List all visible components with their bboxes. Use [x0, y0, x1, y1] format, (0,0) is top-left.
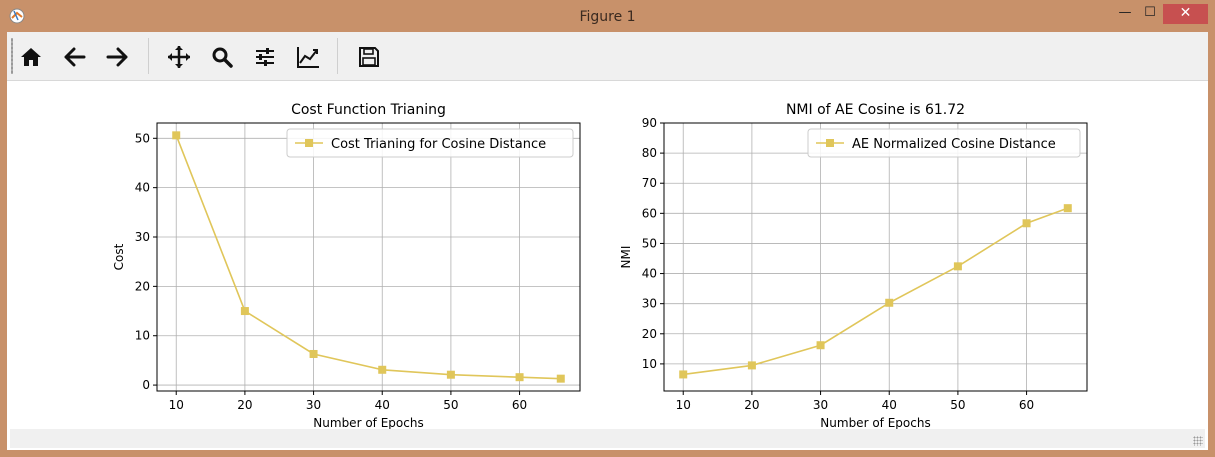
- x-tick-label: 60: [1019, 398, 1034, 412]
- series-line: [683, 207, 1069, 376]
- legend-box: [286, 128, 574, 158]
- zoom-button[interactable]: [205, 40, 239, 74]
- minimize-button[interactable]: —: [1118, 5, 1132, 20]
- legend-box: [807, 128, 1081, 158]
- legend-label: Cost Trianing for Cosine Distance: [331, 137, 546, 152]
- axes-frame: [663, 122, 1088, 392]
- customize-icon: [297, 47, 319, 68]
- legend-label: AE Normalized Cosine Distance: [852, 137, 1056, 152]
- y-tick-label: 20: [135, 279, 150, 293]
- y-tick-label: 30: [135, 230, 150, 244]
- title-bar[interactable]: Figure 1 — ☐ ✕: [0, 0, 1215, 32]
- home-button[interactable]: [14, 40, 48, 74]
- save-button[interactable]: [352, 40, 386, 74]
- y-tick-label: 10: [135, 329, 150, 343]
- legend-marker: [305, 139, 313, 147]
- y-axis-label: NMI: [619, 246, 633, 269]
- y-tick-label: 30: [642, 297, 657, 311]
- data-point-marker: [816, 341, 825, 350]
- save-icon: [359, 47, 379, 67]
- data-point-marker: [953, 262, 962, 271]
- data-point-marker: [240, 307, 249, 316]
- x-tick-label: 10: [169, 398, 184, 412]
- data-point-marker: [172, 131, 181, 140]
- chart-title: Cost Function Trianing: [291, 102, 446, 118]
- zoom-icon: [212, 47, 233, 68]
- app-icon: [9, 8, 25, 24]
- x-tick-label: 40: [375, 398, 390, 412]
- forward-button[interactable]: [100, 40, 134, 74]
- plot-area[interactable]: 10 20 30 40 50 60 0 10 20 30 40 50 Cost Function Tri…: [7, 81, 1208, 429]
- data-point-marker: [679, 370, 688, 379]
- subplots-icon: [256, 48, 274, 66]
- y-tick-label: 50: [642, 236, 657, 250]
- y-tick-label: 90: [642, 116, 657, 130]
- data-point-marker: [1022, 219, 1031, 228]
- x-tick-label: 40: [882, 398, 897, 412]
- data-point-marker: [378, 365, 387, 374]
- close-button[interactable]: ✕: [1163, 4, 1208, 24]
- x-axis-label: Number of Epochs: [820, 416, 930, 429]
- data-point-marker: [515, 373, 524, 382]
- x-tick-label: 20: [237, 398, 252, 412]
- y-tick-label: 40: [642, 267, 657, 281]
- series-line: [175, 135, 561, 380]
- navigation-toolbar: [7, 32, 1208, 81]
- x-tick-label: 50: [443, 398, 458, 412]
- pan-icon: [168, 46, 190, 68]
- data-point-marker: [885, 298, 894, 307]
- forward-arrow-icon: [106, 47, 128, 67]
- y-tick-label: 60: [642, 206, 657, 220]
- toolbar-separator: [148, 38, 149, 74]
- y-tick-label: 80: [642, 146, 657, 160]
- y-axis-label: Cost: [112, 243, 126, 270]
- home-icon: [21, 48, 41, 66]
- toolbar-separator: [337, 38, 338, 74]
- data-point-marker: [747, 361, 756, 370]
- y-tick-label: 50: [135, 131, 150, 145]
- resize-grip-icon[interactable]: [1193, 436, 1203, 446]
- maximize-button[interactable]: ☐: [1144, 5, 1156, 20]
- toolbar-grip[interactable]: [11, 38, 13, 74]
- y-tick-label: 0: [142, 378, 150, 392]
- data-point-marker: [446, 370, 455, 379]
- y-tick-label: 10: [642, 357, 657, 371]
- back-arrow-icon: [64, 47, 86, 67]
- y-tick-label: 40: [135, 181, 150, 195]
- legend-marker: [826, 139, 834, 147]
- y-tick-label: 20: [642, 327, 657, 341]
- x-axis-label: Number of Epochs: [313, 416, 423, 429]
- window-title: Figure 1: [579, 9, 636, 25]
- status-bar: [10, 429, 1205, 448]
- back-button[interactable]: [58, 40, 92, 74]
- y-tick-label: 70: [642, 176, 657, 190]
- x-tick-label: 60: [512, 398, 527, 412]
- x-tick-label: 30: [306, 398, 321, 412]
- subplots-button[interactable]: [248, 40, 282, 74]
- figure-canvas-container: 10 20 30 40 50 60 0 10 20 30 40 50 Cost Function Tri…: [7, 32, 1208, 450]
- customize-button[interactable]: [291, 40, 325, 74]
- x-tick-label: 20: [744, 398, 759, 412]
- x-tick-label: 10: [676, 398, 691, 412]
- axes-frame: [156, 122, 581, 392]
- pan-button[interactable]: [162, 40, 196, 74]
- figure-svg[interactable]: 10 20 30 40 50 60 0 10 20 30 40 50 Cost Function Tri…: [7, 81, 1208, 429]
- x-tick-label: 50: [950, 398, 965, 412]
- x-tick-label: 30: [813, 398, 828, 412]
- data-point-marker: [1063, 204, 1072, 213]
- data-point-marker: [309, 349, 318, 358]
- chart-title: NMI of AE Cosine is 61.72: [786, 102, 965, 118]
- data-point-marker: [556, 374, 565, 383]
